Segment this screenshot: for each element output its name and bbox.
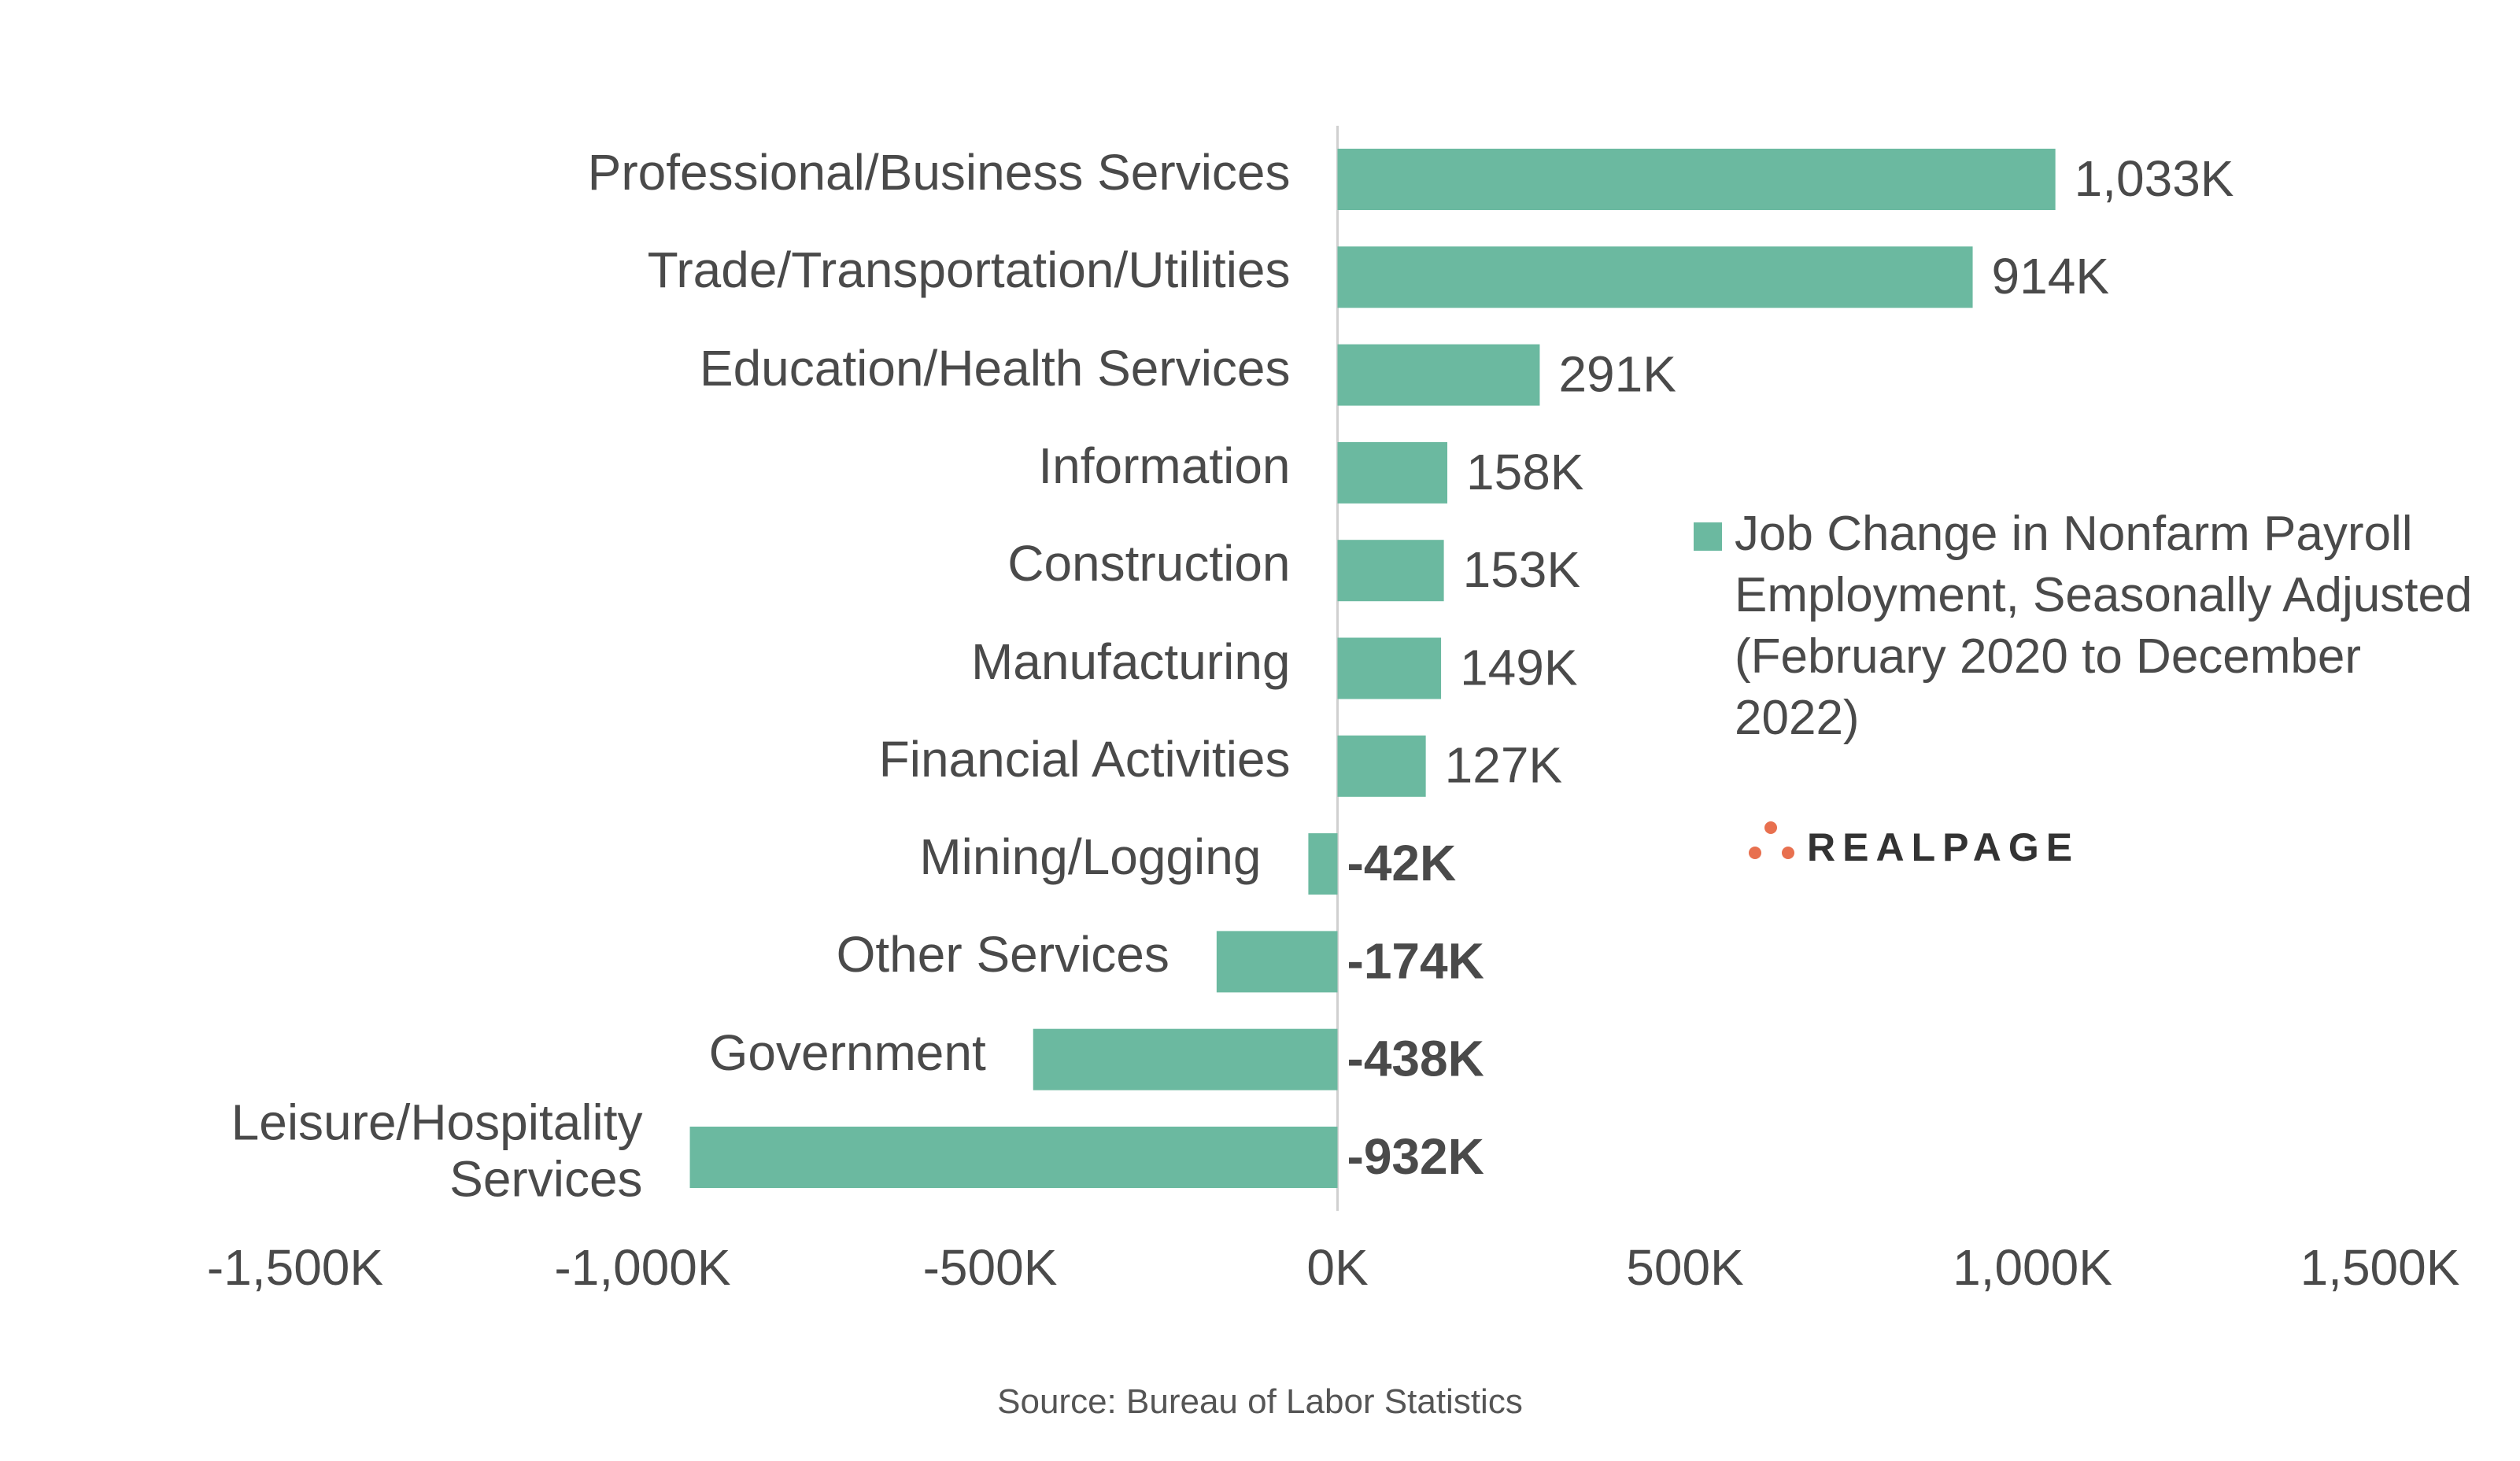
- x-tick-label: 1,000K: [1953, 1239, 2112, 1296]
- value-label: 158K: [1466, 444, 1583, 500]
- value-label: 127K: [1445, 737, 1562, 794]
- value-label: -932K: [1347, 1128, 1484, 1185]
- bar: [1337, 246, 1973, 308]
- x-tick-label: -1,500K: [207, 1239, 383, 1296]
- category-label: Professional/Business Services: [587, 144, 1291, 201]
- legend: Job Change in Nonfarm Payroll Employment…: [1694, 504, 2481, 749]
- bar: [1337, 149, 2056, 210]
- bar: [1337, 735, 1426, 797]
- value-label: 1,033K: [2075, 150, 2234, 207]
- value-label: 149K: [1460, 639, 1577, 695]
- logo-text: REALPAGE: [1807, 825, 2080, 869]
- legend-swatch: [1694, 522, 1722, 551]
- category-label: Government: [708, 1024, 986, 1081]
- bar: [1337, 344, 1540, 406]
- value-label: 153K: [1463, 541, 1580, 598]
- category-label: Other Services: [836, 926, 1169, 983]
- bar: [1308, 833, 1338, 895]
- category-label: Information: [1038, 437, 1291, 495]
- bar: [1337, 637, 1442, 699]
- x-tick-label: 0K: [1306, 1239, 1368, 1296]
- x-tick-label: 500K: [1626, 1239, 1743, 1296]
- category-label: Financial Activities: [878, 730, 1291, 788]
- bar: [1337, 540, 1444, 602]
- value-label: 291K: [1558, 346, 1676, 403]
- category-label: Trade/Transportation/Utilities: [647, 242, 1291, 299]
- bar: [1216, 931, 1338, 993]
- value-label: 914K: [1992, 248, 2109, 304]
- category-label: Manufacturing: [970, 633, 1291, 690]
- bar: [1337, 441, 1448, 504]
- bar: [689, 1127, 1338, 1188]
- category-label: Leisure/Hospitality Services: [231, 1094, 643, 1207]
- legend-label: Job Change in Nonfarm Payroll Employment…: [1735, 507, 2473, 745]
- source-note: Source: Bureau of Labor Statistics: [997, 1382, 1523, 1421]
- bar: [1033, 1028, 1338, 1090]
- value-label: -174K: [1347, 932, 1484, 989]
- category-label: Mining/Logging: [919, 828, 1262, 886]
- x-tick-label: -1,000K: [554, 1239, 730, 1296]
- value-label: -438K: [1347, 1031, 1484, 1087]
- x-tick-label: -500K: [923, 1239, 1058, 1296]
- logo-mark: [1749, 821, 1794, 859]
- category-label: Education/Health Services: [699, 339, 1291, 397]
- x-tick-label: 1,500K: [2300, 1239, 2460, 1296]
- category-label: Construction: [1007, 535, 1291, 592]
- value-label: -42K: [1347, 835, 1457, 891]
